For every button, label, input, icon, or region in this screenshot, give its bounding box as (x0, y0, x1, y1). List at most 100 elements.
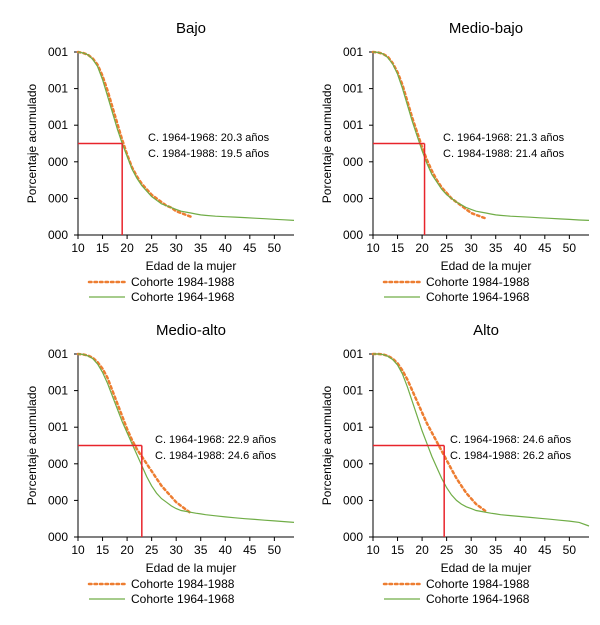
x-tick-label: 20 (120, 543, 134, 557)
y-tick-label: 000 (343, 493, 363, 507)
y-tick-label: 000 (343, 530, 363, 544)
legend-label: Cohorte 1964-1968 (426, 290, 530, 304)
x-tick-label: 45 (538, 543, 552, 557)
x-tick-label: 40 (514, 241, 528, 255)
x-tick-label: 20 (120, 241, 134, 255)
x-tick-label: 45 (538, 241, 552, 255)
y-tick-label: 000 (48, 191, 68, 205)
median-annotation: C. 1964-1968: 21.3 años (443, 132, 565, 144)
y-tick-label: 000 (48, 228, 68, 242)
median-annotation: C. 1964-1968: 22.9 años (155, 434, 277, 446)
x-tick-label: 15 (96, 241, 110, 255)
x-axis-label: Edad de la mujer (441, 259, 532, 273)
x-tick-label: 10 (71, 241, 85, 255)
y-tick-label: 000 (343, 228, 363, 242)
x-tick-label: 35 (194, 241, 208, 255)
y-tick-label: 001 (343, 420, 363, 434)
x-tick-label: 35 (489, 241, 503, 255)
y-tick-label: 001 (343, 118, 363, 132)
y-tick-label: 001 (48, 118, 68, 132)
chart-panel: Alto 000 000 000 001 001 001 10 15 20 25 30 35 40 45 50… (320, 322, 590, 606)
x-tick-label: 15 (391, 543, 405, 557)
legend-label: Cohorte 1964-1968 (131, 290, 235, 304)
x-tick-label: 10 (366, 241, 380, 255)
x-tick-label: 25 (440, 543, 454, 557)
y-tick-label: 001 (48, 384, 68, 398)
x-tick-label: 40 (514, 543, 528, 557)
x-tick-label: 50 (268, 241, 282, 255)
x-tick-label: 45 (243, 543, 257, 557)
series-line-c1964 (373, 353, 590, 527)
y-axis-label: Porcentaje acumulado (25, 83, 39, 203)
series-line-c1984 (371, 352, 488, 513)
y-tick-label: 000 (343, 191, 363, 205)
chart-title: Bajo (176, 20, 206, 37)
x-tick-label: 20 (415, 241, 429, 255)
chart-panel: Bajo 000 000 000 001 001 001 10 15 20 25 30 35 40 45 50… (25, 20, 295, 304)
x-axis-label: Edad de la mujer (146, 561, 237, 575)
x-tick-label: 30 (465, 241, 479, 255)
x-tick-label: 25 (440, 241, 454, 255)
x-tick-label: 15 (96, 543, 110, 557)
y-tick-label: 001 (343, 384, 363, 398)
median-annotation: C. 1964-1968: 20.3 años (148, 132, 270, 144)
x-tick-label: 35 (489, 543, 503, 557)
series-line-c1984 (76, 352, 193, 515)
y-axis-label: Porcentaje acumulado (25, 385, 39, 505)
legend-label: Cohorte 1984-1988 (426, 577, 530, 591)
chart-panel: Medio-alto 000 000 000 001 001 001 10 15 20 25 30 35… (25, 322, 295, 606)
y-tick-label: 001 (48, 347, 68, 361)
y-tick-label: 000 (48, 493, 68, 507)
series-line-c1964 (372, 51, 590, 221)
legend-label: Cohorte 1984-1988 (426, 275, 530, 289)
x-tick-label: 35 (194, 543, 208, 557)
y-tick-label: 000 (343, 155, 363, 169)
x-tick-label: 20 (415, 543, 429, 557)
y-axis-label: Porcentaje acumulado (320, 83, 334, 203)
chart-title: Medio-bajo (449, 20, 523, 37)
median-annotation: C. 1984-1988: 19.5 años (148, 148, 270, 160)
y-tick-label: 000 (343, 457, 363, 471)
x-tick-label: 15 (391, 241, 405, 255)
chart-panel: Medio-bajo 000 000 000 001 001 001 10 15 20 25 30 35… (320, 20, 590, 304)
x-tick-label: 40 (219, 241, 233, 255)
x-tick-label: 10 (366, 543, 380, 557)
x-tick-label: 25 (145, 241, 159, 255)
series-line-c1964 (77, 353, 295, 523)
median-annotation: C. 1984-1988: 26.2 años (450, 450, 572, 462)
chart-title: Medio-alto (156, 322, 226, 339)
x-tick-label: 30 (465, 543, 479, 557)
x-tick-label: 45 (243, 241, 257, 255)
median-annotation: C. 1984-1988: 24.6 años (155, 450, 277, 462)
x-tick-label: 50 (268, 543, 282, 557)
y-tick-label: 000 (48, 155, 68, 169)
x-axis-label: Edad de la mujer (441, 561, 532, 575)
x-tick-label: 25 (145, 543, 159, 557)
x-tick-label: 10 (71, 543, 85, 557)
x-axis-label: Edad de la mujer (146, 259, 237, 273)
y-axis-label: Porcentaje acumulado (320, 385, 334, 505)
legend-label: Cohorte 1984-1988 (131, 577, 235, 591)
x-tick-label: 50 (563, 241, 577, 255)
median-annotation: C. 1964-1968: 24.6 años (450, 434, 572, 446)
y-tick-label: 000 (48, 457, 68, 471)
y-tick-label: 001 (343, 45, 363, 59)
series-line-c1964 (77, 51, 295, 221)
series-line-c1984 (76, 50, 193, 218)
x-tick-label: 30 (170, 543, 184, 557)
legend-label: Cohorte 1984-1988 (131, 275, 235, 289)
chart-title: Alto (473, 322, 499, 339)
y-tick-label: 001 (343, 347, 363, 361)
y-tick-label: 001 (48, 45, 68, 59)
legend-label: Cohorte 1964-1968 (131, 592, 235, 606)
y-tick-label: 001 (343, 82, 363, 96)
y-tick-label: 000 (48, 530, 68, 544)
x-tick-label: 40 (219, 543, 233, 557)
legend-label: Cohorte 1964-1968 (426, 592, 530, 606)
y-tick-label: 001 (48, 420, 68, 434)
x-tick-label: 50 (563, 543, 577, 557)
median-annotation: C. 1984-1988: 21.4 años (443, 148, 565, 160)
y-tick-label: 001 (48, 82, 68, 96)
